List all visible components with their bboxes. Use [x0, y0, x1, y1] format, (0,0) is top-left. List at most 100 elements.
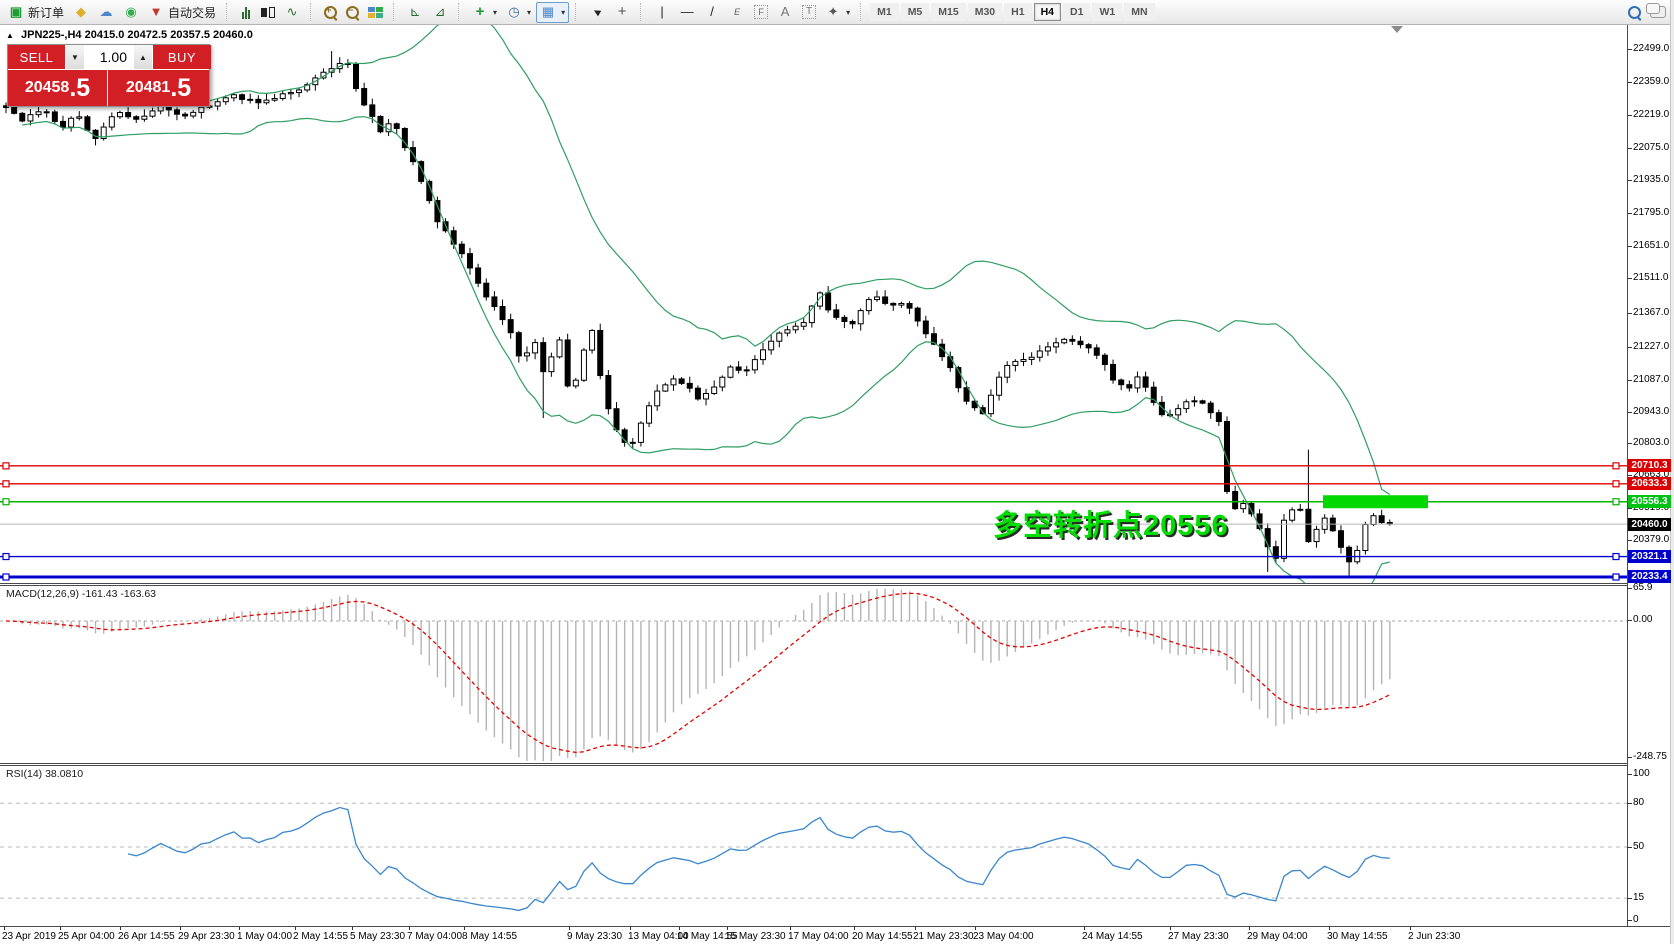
indicators-dropdown[interactable]: + ▾: [468, 2, 501, 23]
macd-scale-max: 65.9: [1633, 582, 1653, 593]
level-handle[interactable]: [2, 462, 10, 470]
fibonacci-button[interactable]: F: [750, 2, 772, 23]
sell-button[interactable]: SELL: [8, 45, 65, 69]
macd-pane-canvas[interactable]: [0, 585, 1627, 763]
pane-separator[interactable]: [0, 583, 1627, 584]
candle-body: [133, 116, 140, 120]
candle-body: [906, 303, 913, 309]
time-axis-tick: [854, 927, 855, 930]
new-order-button[interactable]: ▣ 新订单: [4, 2, 68, 23]
candlestick-chart-button[interactable]: [257, 2, 279, 23]
price-tag-20321.1: 20321.1: [1628, 550, 1671, 564]
level-handle[interactable]: [1612, 462, 1620, 470]
level-handle[interactable]: [2, 480, 10, 488]
volume-decrease-button[interactable]: ▼: [66, 45, 84, 69]
news-button[interactable]: ☁: [94, 2, 118, 23]
candle-body: [694, 387, 701, 400]
auto-trading-button[interactable]: ▼ 自动交易: [144, 2, 220, 23]
level-handle[interactable]: [2, 552, 10, 561]
signal-button[interactable]: ◉: [119, 2, 143, 23]
gold-button[interactable]: ◆: [69, 2, 93, 23]
time-axis-tick: [630, 927, 631, 930]
symbol-period-label: JPN225-,H4: [20, 29, 82, 41]
candle-body: [979, 407, 986, 415]
chevron-down-icon: ▾: [493, 7, 498, 17]
price-axis-label: 20803.0: [1633, 437, 1670, 448]
zoom-out-button[interactable]: −: [342, 2, 363, 23]
volume-input[interactable]: [85, 45, 133, 69]
timeframe-w1-button[interactable]: W1: [1092, 3, 1123, 21]
template-dropdown[interactable]: ▦ ▾: [536, 1, 570, 23]
time-axis-tick: [120, 927, 121, 930]
vertical-line-button[interactable]: |: [650, 2, 674, 23]
crosshair-icon: +: [617, 3, 627, 20]
level-handle[interactable]: [2, 573, 10, 581]
timeframe-h4-button[interactable]: H4: [1033, 3, 1062, 21]
bar-chart-button[interactable]: [236, 2, 256, 23]
arrange-right-button[interactable]: ⊿: [428, 2, 452, 23]
level-handle[interactable]: [1612, 573, 1620, 581]
time-axis-tick: [295, 927, 296, 930]
timeframe-mn-button[interactable]: MN: [1124, 3, 1155, 21]
channel-button[interactable]: E: [725, 2, 749, 23]
candle-body: [377, 115, 384, 133]
line-chart-button[interactable]: ∿: [280, 2, 304, 23]
timeframe-h1-button[interactable]: H1: [1004, 3, 1032, 21]
bar-chart-icon: [242, 6, 251, 19]
sell-price[interactable]: 20458.5: [8, 70, 107, 106]
buy-button[interactable]: BUY: [153, 45, 211, 69]
level-handle[interactable]: [2, 498, 10, 506]
label-icon: T: [802, 5, 817, 19]
cursor-icon: ▲: [589, 4, 605, 20]
candle-body: [580, 349, 587, 381]
vertical-line-icon: |: [660, 4, 664, 19]
price-tag-20633.3: 20633.3: [1628, 477, 1671, 491]
candle-body: [654, 390, 661, 407]
chat-button[interactable]: [1646, 2, 1670, 23]
highlight-bar[interactable]: [1323, 495, 1428, 509]
candle-body: [1280, 519, 1287, 559]
pane-separator[interactable]: [0, 763, 1627, 764]
buy-price[interactable]: 20481.5: [108, 70, 209, 106]
horizontal-line-button[interactable]: —: [675, 2, 699, 23]
arrange-left-button[interactable]: ⊾: [403, 2, 427, 23]
line-chart-icon: ∿: [286, 4, 298, 19]
search-button[interactable]: [1624, 2, 1645, 23]
collapse-triangle-icon[interactable]: ▲: [6, 31, 14, 40]
tile-windows-button[interactable]: [364, 2, 387, 23]
time-axis-label: 5 May 23:30: [350, 931, 406, 942]
trendline-button[interactable]: /: [700, 2, 724, 23]
candle-body: [1370, 515, 1377, 526]
main-chart-canvas[interactable]: [0, 25, 1627, 583]
candle-body: [930, 333, 937, 345]
candle-body: [792, 325, 799, 331]
time-axis-label: 24 May 14:55: [1082, 931, 1143, 942]
timeframe-m30-button[interactable]: M30: [967, 3, 1003, 21]
price-axis-tick: [1627, 475, 1632, 476]
period-dropdown[interactable]: ◷ ▾: [502, 2, 535, 23]
timeframe-toolbar: M1 M5 M15 M30 H1 H4 D1 W1 MN: [870, 3, 1155, 21]
candle-body: [719, 376, 726, 388]
crosshair-button[interactable]: +: [610, 2, 634, 23]
zoom-in-button[interactable]: +: [320, 2, 341, 23]
volume-increase-button[interactable]: ▲: [134, 45, 152, 69]
level-handle[interactable]: [1612, 498, 1620, 506]
candle-body: [800, 322, 807, 327]
chart-shift-marker[interactable]: [1391, 26, 1403, 33]
candle-body: [173, 109, 180, 115]
shapes-dropdown[interactable]: ✦ ▾: [821, 2, 854, 23]
new-order-icon: ▣: [9, 4, 23, 19]
level-handle[interactable]: [1612, 552, 1620, 561]
level-handle[interactable]: [1612, 480, 1620, 488]
timeframe-m5-button[interactable]: M5: [900, 3, 930, 21]
label-button[interactable]: T: [798, 2, 820, 23]
timeframe-m1-button[interactable]: M1: [870, 3, 899, 21]
chart-annotation-text[interactable]: 多空转折点20556: [993, 510, 1229, 542]
cursor-button[interactable]: ▲: [585, 2, 609, 23]
rsi-pane-canvas[interactable]: [0, 765, 1627, 927]
timeframe-m15-button[interactable]: M15: [931, 3, 966, 21]
shapes-icon: ✦: [827, 4, 839, 19]
candle-body: [263, 99, 270, 104]
timeframe-d1-button[interactable]: D1: [1063, 3, 1091, 21]
text-button[interactable]: A: [773, 2, 797, 23]
